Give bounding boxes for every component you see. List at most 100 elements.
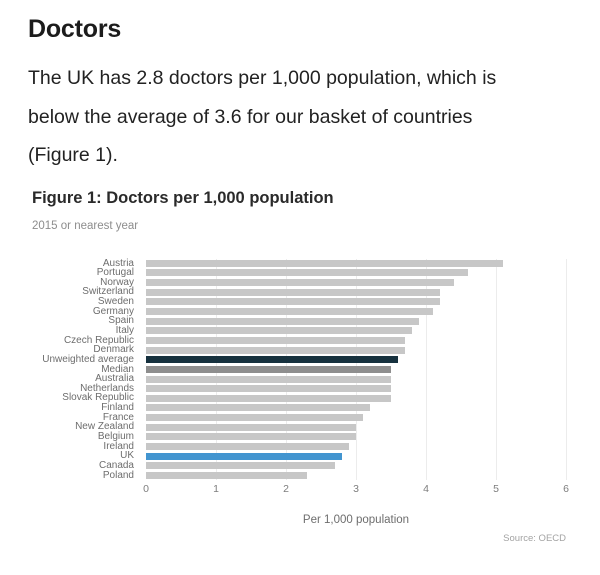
x-tick-4: 4 <box>423 483 429 496</box>
chart-row-portugal: Portugal <box>28 268 566 278</box>
category-label-norway: Norway <box>100 276 134 288</box>
bar-italy <box>146 327 412 335</box>
bar-track <box>146 336 566 344</box>
category-label-austria: Austria <box>102 257 134 269</box>
category-label-ireland: Ireland <box>103 440 134 452</box>
chart-row-germany: Germany <box>28 305 566 317</box>
chart-row-netherlands: Netherlands <box>28 384 566 394</box>
x-axis-ticks: 0 1 2 3 4 5 6 <box>143 480 569 496</box>
category-label-canada: Canada <box>98 459 134 471</box>
category-label-sweden: Sweden <box>97 296 134 308</box>
chart-row-austria: Austria <box>28 257 566 269</box>
bar-track <box>146 442 566 450</box>
bar-portugal <box>146 269 468 277</box>
bar-track <box>146 346 566 354</box>
chart-row-median: Median <box>28 363 566 375</box>
intro-paragraph: The UK has 2.8 doctors per 1,000 populat… <box>28 59 573 175</box>
chart-rows: Austria Portugal Norway Switzerland Sweden Ge… <box>28 257 566 481</box>
category-label-australia: Australia <box>95 373 134 385</box>
category-label-germany: Germany <box>92 305 134 317</box>
chart-row-australia: Australia <box>28 374 566 384</box>
bar-track <box>146 404 566 412</box>
chart-row-switzerland: Switzerland <box>28 287 566 297</box>
category-label-czech-republic: Czech Republic <box>63 334 134 346</box>
bar-track <box>146 269 566 277</box>
gridline-5 <box>496 258 497 481</box>
chart-row-finland: Finland <box>28 403 566 413</box>
bar-canada <box>146 462 335 470</box>
bar-track <box>146 462 566 470</box>
chart-row-sweden: Sweden <box>28 297 566 307</box>
bar-switzerland <box>146 288 440 296</box>
bar-track <box>146 385 566 393</box>
category-label-netherlands: Netherlands <box>80 382 134 394</box>
bar-finland <box>146 404 370 412</box>
bar-belgium <box>146 433 356 441</box>
x-tick-1: 1 <box>213 483 219 496</box>
chart-row-ireland: Ireland <box>28 440 566 452</box>
intro-line: The UK has 2.8 doctors per 1,000 populat… <box>28 67 497 89</box>
bar-spain <box>146 317 419 325</box>
category-label-new-zealand: New Zealand <box>75 421 134 433</box>
bar-new-zealand <box>146 423 356 431</box>
chart-row-spain: Spain <box>28 316 566 326</box>
page: Doctors The UK has 2.8 doctors per 1,000… <box>28 15 573 545</box>
category-label-unweighted-average: Unweighted average <box>42 353 134 365</box>
bar-track <box>146 356 566 364</box>
category-label-france: France <box>102 411 134 423</box>
chart-row-new-zealand: New Zealand <box>28 422 566 432</box>
chart-row-france: France <box>28 411 566 423</box>
gridline-6 <box>566 258 567 481</box>
category-label-poland: Poland <box>102 469 134 481</box>
bar-czech-republic <box>146 336 405 344</box>
chart-row-uk: UK <box>28 451 566 461</box>
chart-row-unweighted-average: Unweighted average <box>28 355 566 365</box>
bar-sweden <box>146 298 440 306</box>
bar-germany <box>146 308 433 316</box>
intro-line: (Figure 1). <box>28 144 118 166</box>
x-tick-6: 6 <box>563 483 569 496</box>
bar-track <box>146 298 566 306</box>
category-label-finland: Finland <box>101 402 134 414</box>
bar-track <box>146 279 566 287</box>
category-label-belgium: Belgium <box>97 431 134 443</box>
bar-unweighted-average <box>146 356 398 364</box>
bar-slovak-republic <box>146 394 391 402</box>
bar-france <box>146 414 363 422</box>
bar-track <box>146 471 566 479</box>
chart-row-italy: Italy <box>28 326 566 336</box>
source-note: Source: OECD <box>503 533 566 545</box>
bar-track <box>146 317 566 325</box>
x-tick-2: 2 <box>283 483 289 496</box>
category-label-switzerland: Switzerland <box>82 286 134 298</box>
chart-row-norway: Norway <box>28 276 566 288</box>
bar-track <box>146 452 566 460</box>
x-tick-3: 3 <box>353 483 359 496</box>
category-label-median: Median <box>101 363 134 375</box>
bar-track <box>146 433 566 441</box>
chart-row-czech-republic: Czech Republic <box>28 334 566 346</box>
chart-row-canada: Canada <box>28 461 566 471</box>
chart-row-poland: Poland <box>28 469 566 481</box>
bar-track <box>146 288 566 296</box>
category-label-spain: Spain <box>108 315 134 327</box>
chart-row-denmark: Denmark <box>28 345 566 355</box>
chart-row-belgium: Belgium <box>28 432 566 442</box>
figure-title: Figure 1: Doctors per 1,000 population <box>32 188 334 207</box>
bar-track <box>146 423 566 431</box>
bar-track <box>146 259 566 267</box>
bar-median <box>146 365 391 373</box>
figure-1: Figure 1: Doctors per 1,000 population 2… <box>28 188 573 545</box>
page-title: Doctors <box>28 15 122 43</box>
category-label-italy: Italy <box>115 324 134 336</box>
bar-poland <box>146 471 307 479</box>
x-tick-5: 5 <box>493 483 499 496</box>
figure-subtitle: 2015 or nearest year <box>32 219 139 232</box>
bar-norway <box>146 279 454 287</box>
plot-area: Austria Portugal Norway Switzerland Sweden Ge… <box>28 257 567 481</box>
bar-ireland <box>146 442 349 450</box>
bar-track <box>146 375 566 383</box>
bar-track <box>146 327 566 335</box>
category-label-portugal: Portugal <box>96 267 134 279</box>
bar-netherlands <box>146 385 391 393</box>
